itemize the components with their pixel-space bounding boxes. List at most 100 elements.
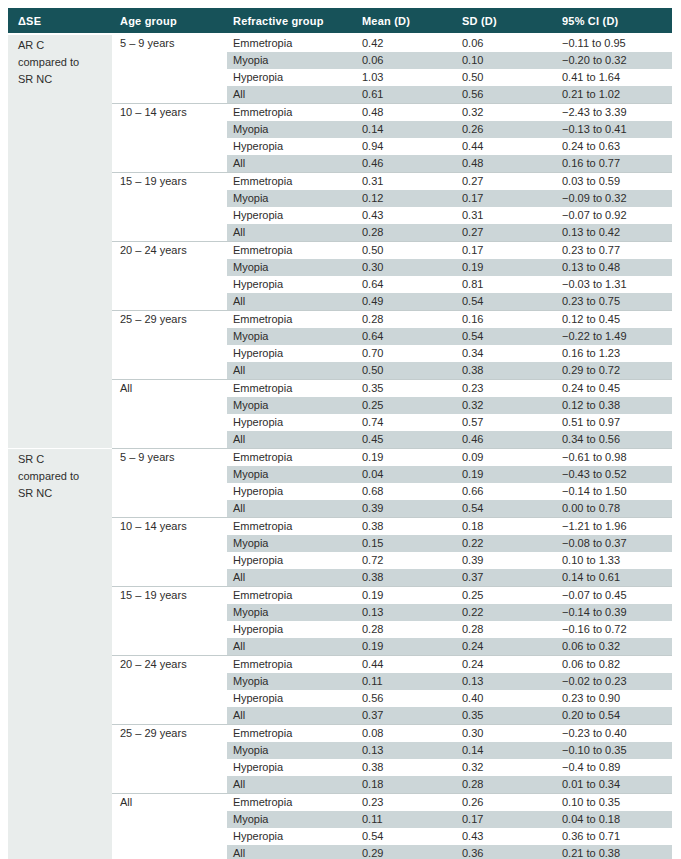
ci-cell: 0.36 to 0.71 <box>555 828 672 845</box>
mean-cell: 0.45 <box>355 431 455 449</box>
se-comparison-label-line: AR C <box>18 37 108 54</box>
ci-cell: −0.22 to 1.49 <box>555 328 672 345</box>
mean-cell: 0.64 <box>355 328 455 345</box>
ci-cell: 0.21 to 0.38 <box>555 845 672 859</box>
age-group-cell: 5 – 9 years <box>112 449 227 518</box>
refractive-group-cell: Emmetropia <box>227 311 355 329</box>
column-header-sd: SD (D) <box>455 8 555 34</box>
ci-cell: 0.23 to 0.90 <box>555 690 672 707</box>
ci-cell: −0.03 to 1.31 <box>555 276 672 293</box>
ci-cell: −0.13 to 0.41 <box>555 121 672 138</box>
refractive-group-cell: Hyperopia <box>227 828 355 845</box>
mean-cell: 0.56 <box>355 690 455 707</box>
refractive-group-cell: Hyperopia <box>227 690 355 707</box>
age-group-cell: 20 – 24 years <box>112 242 227 311</box>
refractive-group-cell: Myopia <box>227 604 355 621</box>
refractive-group-cell: All <box>227 569 355 587</box>
ci-cell: 0.16 to 0.77 <box>555 155 672 173</box>
sd-cell: 0.39 <box>455 552 555 569</box>
sd-cell: 0.43 <box>455 828 555 845</box>
refractive-group-cell: Emmetropia <box>227 725 355 743</box>
mean-cell: 0.04 <box>355 466 455 483</box>
sd-cell: 0.81 <box>455 276 555 293</box>
mean-cell: 0.28 <box>355 311 455 329</box>
mean-cell: 0.19 <box>355 587 455 605</box>
refractive-group-cell: All <box>227 431 355 449</box>
ci-cell: 0.04 to 0.18 <box>555 811 672 828</box>
refractive-group-cell: All <box>227 776 355 794</box>
sd-cell: 0.16 <box>455 311 555 329</box>
refractive-group-cell: Emmetropia <box>227 794 355 812</box>
sd-cell: 0.24 <box>455 638 555 656</box>
sd-cell: 0.35 <box>455 707 555 725</box>
table-row: AR Ccompared toSR NC5 – 9 yearsEmmetropi… <box>8 34 672 52</box>
refractive-group-cell: Myopia <box>227 190 355 207</box>
ci-cell: 0.10 to 0.35 <box>555 794 672 812</box>
se-comparison-label-line: SR NC <box>18 71 108 88</box>
ci-cell: −0.4 to 0.89 <box>555 759 672 776</box>
mean-cell: 0.74 <box>355 414 455 431</box>
age-group-cell: 25 – 29 years <box>112 311 227 380</box>
ci-cell: 0.24 to 0.45 <box>555 380 672 398</box>
mean-cell: 0.25 <box>355 397 455 414</box>
refractive-group-cell: Myopia <box>227 742 355 759</box>
sd-cell: 0.28 <box>455 621 555 638</box>
table-body: AR Ccompared toSR NC5 – 9 yearsEmmetropi… <box>8 34 672 859</box>
sd-cell: 0.06 <box>455 34 555 52</box>
column-header-mean: Mean (D) <box>355 8 455 34</box>
sd-cell: 0.66 <box>455 483 555 500</box>
sd-cell: 0.46 <box>455 431 555 449</box>
mean-cell: 0.70 <box>355 345 455 362</box>
refractive-group-cell: All <box>227 86 355 104</box>
mean-cell: 1.03 <box>355 69 455 86</box>
ci-cell: −0.02 to 0.23 <box>555 673 672 690</box>
ci-cell: 0.29 to 0.72 <box>555 362 672 380</box>
sd-cell: 0.28 <box>455 776 555 794</box>
ci-cell: 0.23 to 0.77 <box>555 242 672 260</box>
sd-cell: 0.17 <box>455 811 555 828</box>
sd-cell: 0.31 <box>455 207 555 224</box>
refractive-group-cell: Myopia <box>227 328 355 345</box>
refractive-group-cell: All <box>227 224 355 242</box>
sd-cell: 0.44 <box>455 138 555 155</box>
ci-cell: 0.10 to 1.33 <box>555 552 672 569</box>
refractive-group-cell: Hyperopia <box>227 552 355 569</box>
sd-cell: 0.26 <box>455 121 555 138</box>
mean-cell: 0.61 <box>355 86 455 104</box>
sd-cell: 0.24 <box>455 656 555 674</box>
mean-cell: 0.37 <box>355 707 455 725</box>
refractive-group-cell: Hyperopia <box>227 276 355 293</box>
age-group-cell: 15 – 19 years <box>112 173 227 242</box>
ci-cell: 0.01 to 0.34 <box>555 776 672 794</box>
mean-cell: 0.19 <box>355 449 455 467</box>
sd-cell: 0.22 <box>455 604 555 621</box>
ci-cell: −0.07 to 0.92 <box>555 207 672 224</box>
mean-cell: 0.14 <box>355 121 455 138</box>
sd-cell: 0.32 <box>455 759 555 776</box>
refractive-group-cell: Myopia <box>227 52 355 69</box>
mean-cell: 0.12 <box>355 190 455 207</box>
refractive-group-cell: Emmetropia <box>227 656 355 674</box>
refractive-group-cell: Emmetropia <box>227 242 355 260</box>
refractive-group-cell: Hyperopia <box>227 414 355 431</box>
mean-cell: 0.08 <box>355 725 455 743</box>
mean-cell: 0.15 <box>355 535 455 552</box>
mean-cell: 0.38 <box>355 518 455 536</box>
sd-cell: 0.32 <box>455 104 555 122</box>
refractive-group-cell: Hyperopia <box>227 207 355 224</box>
refractive-group-cell: Myopia <box>227 259 355 276</box>
ci-cell: 0.41 to 1.64 <box>555 69 672 86</box>
mean-cell: 0.38 <box>355 569 455 587</box>
mean-cell: 0.13 <box>355 742 455 759</box>
age-group-cell: 10 – 14 years <box>112 518 227 587</box>
mean-cell: 0.49 <box>355 293 455 311</box>
column-header-refractive: Refractive group <box>227 8 355 34</box>
ci-cell: 0.16 to 1.23 <box>555 345 672 362</box>
ci-cell: −0.08 to 0.37 <box>555 535 672 552</box>
refractive-group-cell: Myopia <box>227 397 355 414</box>
refractive-group-cell: All <box>227 155 355 173</box>
age-group-cell: All <box>112 794 227 859</box>
mean-cell: 0.38 <box>355 759 455 776</box>
refractive-group-cell: Hyperopia <box>227 138 355 155</box>
sd-cell: 0.48 <box>455 155 555 173</box>
